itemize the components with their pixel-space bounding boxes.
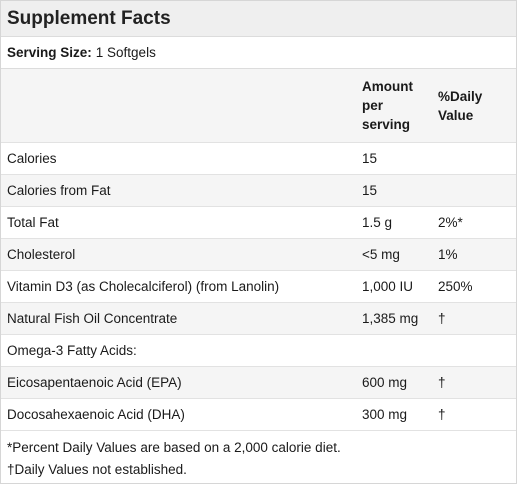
serving-size-label: Serving Size: <box>7 45 92 60</box>
header-amount-line: serving <box>362 117 411 132</box>
nutrient-daily-value: 1% <box>438 247 458 262</box>
table-header-row: Amount per serving %Daily Value <box>1 69 516 143</box>
table-row: Eicosapentaenoic Acid (EPA) 600 mg † <box>1 367 516 399</box>
footnote: †Daily Values not established. <box>7 462 187 477</box>
nutrient-daily-value: † <box>438 311 446 326</box>
nutrient-daily-value: † <box>438 407 446 422</box>
table-row: Calories 15 <box>1 143 516 175</box>
nutrient-daily-value: † <box>438 375 446 390</box>
nutrient-amount: 300 mg <box>362 407 408 422</box>
nutrient-name: Cholesterol <box>7 247 76 262</box>
nutrient-name: Vitamin D3 (as Cholecalciferol) (from La… <box>7 279 280 294</box>
header-daily-line: %Daily <box>438 88 483 104</box>
footnote: *Percent Daily Values are based on a 2,0… <box>7 440 341 455</box>
table-row: Docosahexaenoic Acid (DHA) 300 mg † <box>1 399 516 431</box>
nutrient-amount: 1,385 mg <box>362 311 419 326</box>
nutrient-name: Eicosapentaenoic Acid (EPA) <box>7 375 182 390</box>
nutrient-amount: 1,000 IU <box>362 279 414 294</box>
nutrient-daily-value: 250% <box>438 279 473 294</box>
nutrient-daily-value: 2%* <box>438 215 463 230</box>
nutrient-name: Total Fat <box>7 215 59 230</box>
header-amount-line: per <box>362 98 384 113</box>
serving-size-value: 1 Softgels <box>95 45 156 60</box>
table-row: Vitamin D3 (as Cholecalciferol) (from La… <box>1 271 516 303</box>
table-row: Cholesterol <5 mg 1% <box>1 239 516 271</box>
table-row: Total Fat 1.5 g 2%* <box>1 207 516 239</box>
nutrient-name: Calories <box>7 151 57 166</box>
serving-size-row: Serving Size: 1 Softgels <box>1 37 516 69</box>
nutrient-name: Docosahexaenoic Acid (DHA) <box>7 407 185 422</box>
header-daily-value: %Daily Value <box>438 87 516 125</box>
nutrient-name: Natural Fish Oil Concentrate <box>7 311 178 326</box>
header-amount-line: Amount <box>362 79 413 94</box>
nutrient-amount: 15 <box>362 183 378 198</box>
nutrient-name: Calories from Fat <box>7 183 111 198</box>
header-amount-per-serving: Amount per serving <box>362 77 438 134</box>
footnotes: *Percent Daily Values are based on a 2,0… <box>1 431 516 481</box>
nutrient-amount: 1.5 g <box>362 215 393 230</box>
nutrient-amount: <5 mg <box>362 247 400 262</box>
table-row: Calories from Fat 15 <box>1 175 516 207</box>
panel-title: Supplement Facts <box>1 1 516 37</box>
nutrient-name: Omega-3 Fatty Acids: <box>7 343 137 358</box>
table-row: Natural Fish Oil Concentrate 1,385 mg † <box>1 303 516 335</box>
header-daily-line: Value <box>438 107 474 123</box>
nutrient-amount: 600 mg <box>362 375 408 390</box>
nutrient-amount: 15 <box>362 151 378 166</box>
table-row: Omega-3 Fatty Acids: <box>1 335 516 367</box>
